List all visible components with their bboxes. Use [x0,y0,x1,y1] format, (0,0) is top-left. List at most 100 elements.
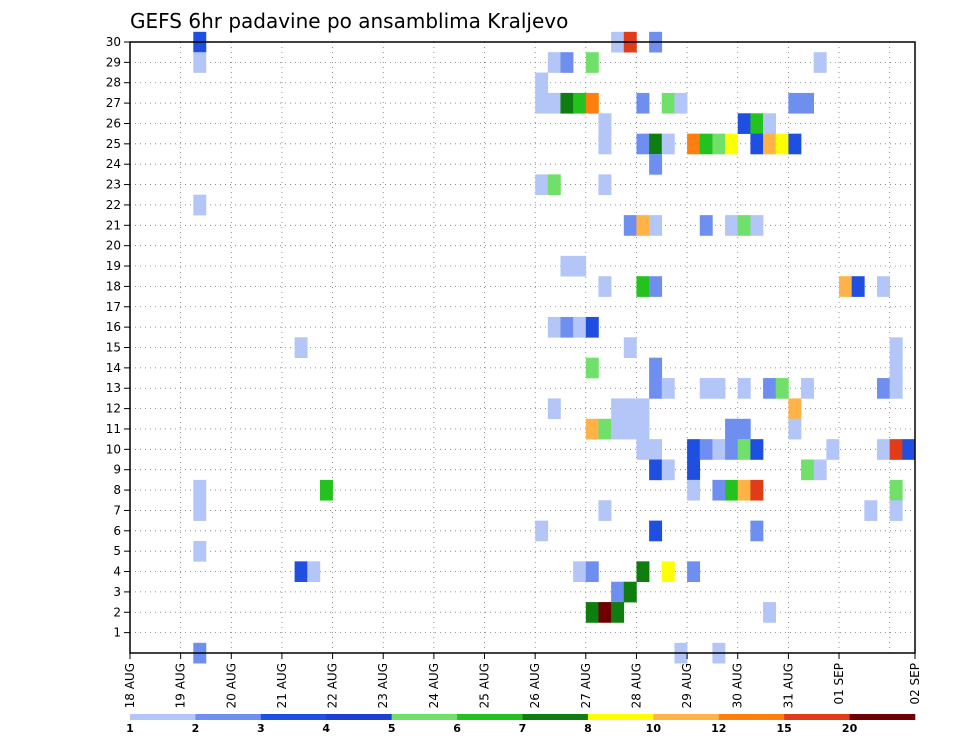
precip-cell [788,133,802,155]
precip-cell [687,459,701,481]
colorbar-segment [784,714,850,720]
y-tick-label: 3 [113,585,121,599]
precip-cell [699,215,713,236]
x-tick-label: 26 AUG [528,663,542,708]
precip-cell [661,133,675,155]
y-tick-label: 5 [113,544,121,558]
precip-cell [775,378,789,399]
precip-cell [636,418,650,440]
precip-cell [598,602,612,623]
colorbar-label: 20 [842,722,858,735]
precip-cell [623,398,637,420]
x-tick-label: 25 AUG [478,663,492,708]
precip-cell [661,92,675,114]
y-tick-label: 22 [106,198,121,212]
precip-cell [598,500,612,521]
precip-cell [547,398,561,420]
precip-cell [877,378,890,399]
precip-cell [636,439,650,460]
precip-cell [649,133,663,155]
precip-cell [585,357,599,379]
colorbar-segment [522,714,589,720]
precip-cell [687,479,701,501]
precip-cell [788,418,802,440]
precip-cell [737,479,751,501]
precip-cell [889,337,903,358]
precip-cell [902,439,916,460]
precip-cell [763,133,777,155]
x-tick-label: 27 AUG [579,663,593,708]
y-tick-label: 23 [106,178,121,192]
precip-cell [560,52,574,73]
precip-cell [193,52,207,73]
colorbar-label: 8 [584,722,592,735]
colorbar-label: 3 [257,722,265,735]
precip-cell [623,337,637,358]
precip-cell [636,215,650,236]
precip-cell [611,581,625,603]
precip-cell [801,378,815,399]
precip-cell [623,418,637,440]
precip-cell [598,418,612,440]
precip-cell [547,174,561,196]
x-tick-label: 30 AUG [731,663,745,708]
precip-cell [535,72,549,94]
precip-cell [649,439,663,460]
precip-cell [560,92,574,114]
precip-cell [889,500,903,521]
precip-cell [661,378,675,399]
cells-layer [193,31,916,664]
precip-cell [788,92,802,114]
x-tick-label: 29 AUG [680,663,694,708]
precip-cell [611,398,625,420]
colorbar-segment [326,714,392,720]
y-tick-label: 26 [106,116,121,130]
x-tick-label: 20 AUG [224,663,238,708]
precip-cell [307,561,321,583]
precip-cell [889,439,903,460]
y-tick-label: 24 [106,157,121,171]
precip-cell [712,133,726,155]
y-tick-label: 16 [106,320,121,334]
x-tick-label: 28 AUG [629,663,643,708]
precip-cell [585,52,599,73]
y-tick-label: 28 [106,76,121,90]
precip-cell [636,398,650,420]
precip-cell [585,602,599,623]
precip-cell [636,276,650,297]
y-tick-label: 2 [113,605,121,619]
precip-cell [712,378,726,399]
precip-cell [725,479,739,501]
y-tick-label: 1 [113,626,121,640]
precip-cell [750,215,764,236]
precip-cell [560,316,574,338]
precip-cell [687,561,701,583]
colorbar-label: 2 [192,722,200,735]
colorbar-segment [260,714,327,720]
precip-cell [877,439,890,460]
colorbar-label: 10 [646,722,662,735]
precip-cell [535,520,549,542]
precip-cell [585,418,599,440]
precip-cell [649,520,663,542]
precip-cell [611,602,625,623]
precip-cell [750,133,764,155]
precip-cell [547,316,561,338]
y-tick-label: 9 [113,463,121,477]
precip-cell [674,92,688,114]
x-tick-label: 22 AUG [326,663,340,708]
y-tick-label: 4 [113,565,121,579]
precip-cell [611,418,625,440]
x-tick-label: 19 AUG [174,663,188,708]
precip-cell [636,92,650,114]
y-tick-label: 21 [106,218,121,232]
colorbar-segment [130,714,196,720]
precip-cell [750,439,764,460]
precip-cell [193,194,207,216]
precip-cell [598,113,612,134]
precip-cell [623,581,637,603]
precip-cell [560,255,574,277]
precip-cell [294,337,308,358]
precip-cell [535,174,549,196]
y-tick-label: 27 [106,96,121,110]
